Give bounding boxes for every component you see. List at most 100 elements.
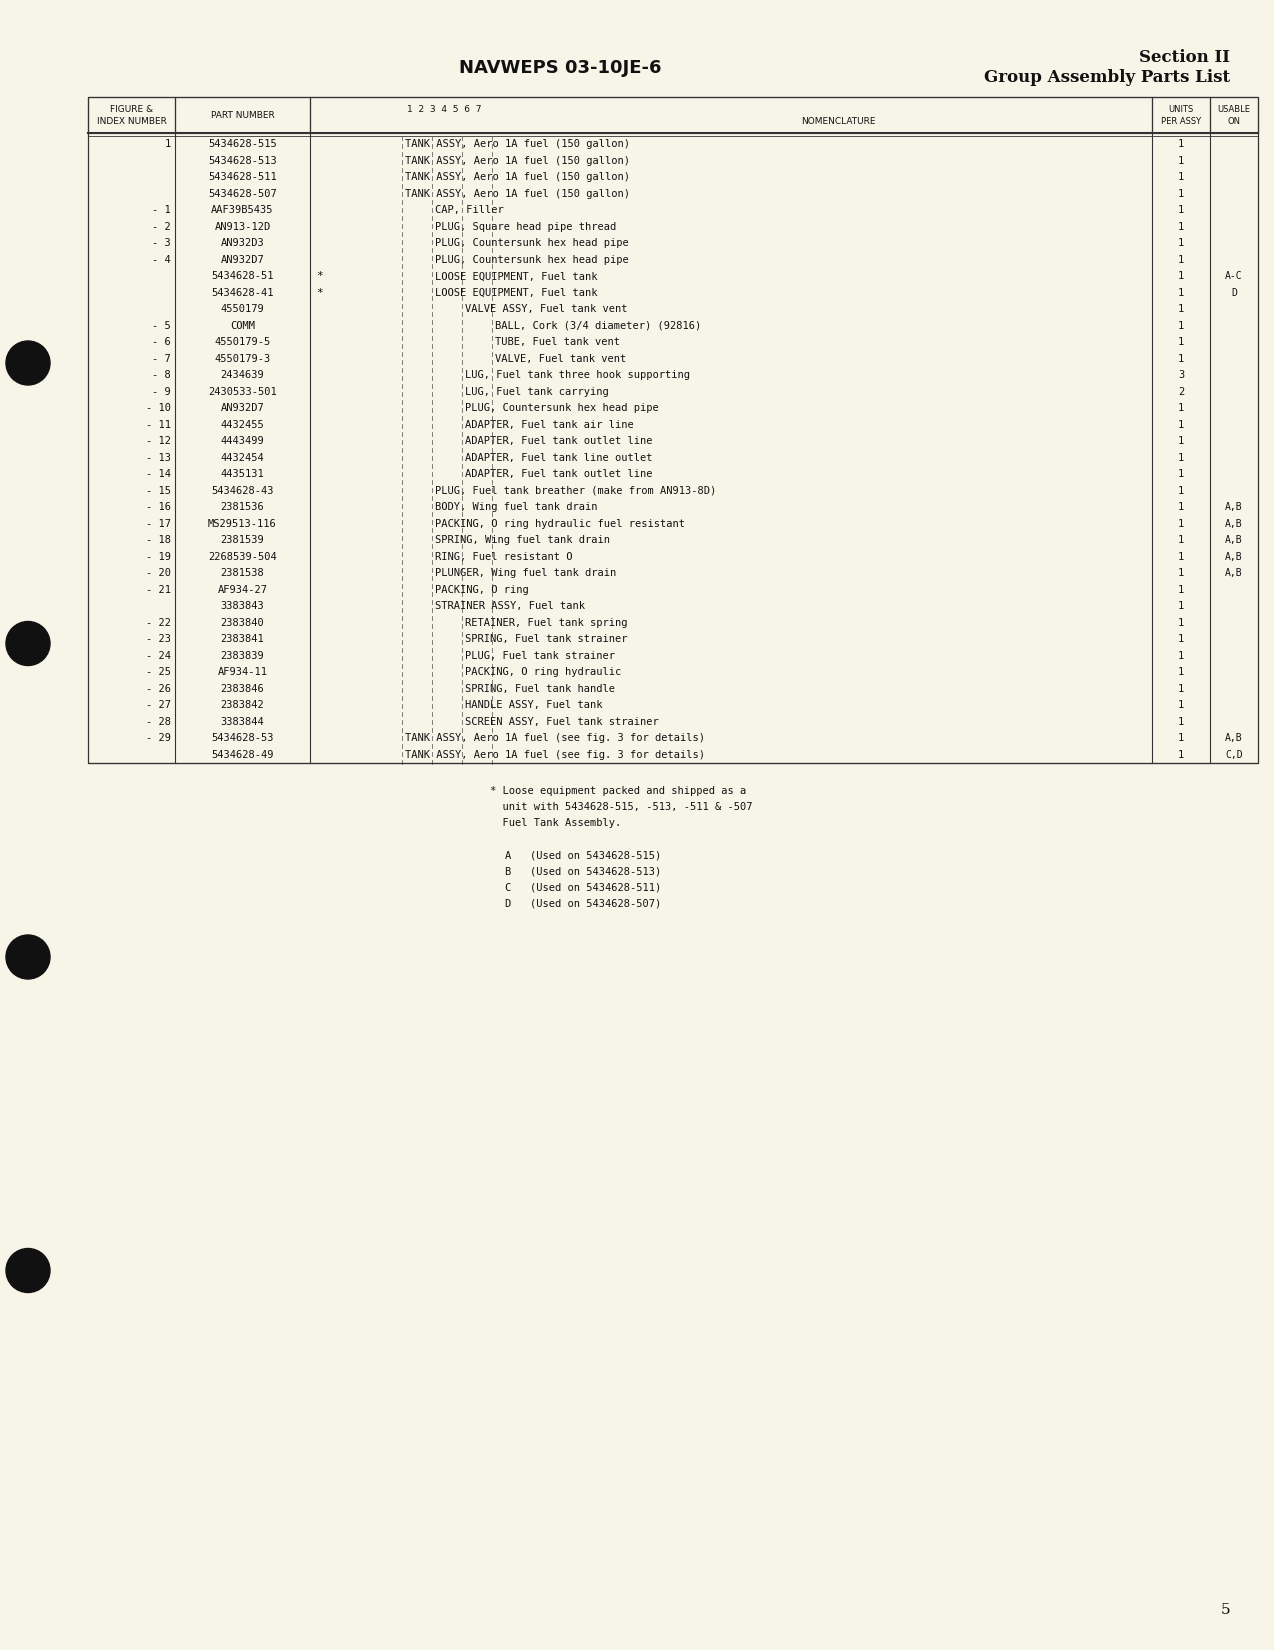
- Text: 1: 1: [1178, 353, 1184, 363]
- Text: Group Assembly Parts List: Group Assembly Parts List: [984, 69, 1229, 86]
- Text: 3383844: 3383844: [220, 716, 265, 726]
- Text: - 22: - 22: [147, 617, 171, 627]
- Text: 5434628-513: 5434628-513: [208, 155, 276, 165]
- Text: 4443499: 4443499: [220, 436, 265, 446]
- Text: PLUG, Fuel tank breather (make from AN913-8D): PLUG, Fuel tank breather (make from AN91…: [434, 485, 716, 495]
- Text: unit with 5434628-515, -513, -511 & -507: unit with 5434628-515, -513, -511 & -507: [490, 802, 753, 812]
- Text: VALVE, Fuel tank vent: VALVE, Fuel tank vent: [496, 353, 627, 363]
- Text: 5434628-53: 5434628-53: [211, 733, 274, 742]
- Text: INDEX NUMBER: INDEX NUMBER: [97, 117, 167, 125]
- Text: - 28: - 28: [147, 716, 171, 726]
- Text: TANK ASSY, Aero 1A fuel (150 gallon): TANK ASSY, Aero 1A fuel (150 gallon): [405, 155, 631, 165]
- Bar: [1210, 97, 1257, 134]
- Text: 5434628-507: 5434628-507: [208, 188, 276, 198]
- Text: 1: 1: [1178, 172, 1184, 182]
- Text: 5434628-515: 5434628-515: [208, 139, 276, 148]
- Text: 3383843: 3383843: [220, 601, 265, 610]
- Text: 4432454: 4432454: [220, 452, 265, 462]
- Text: - 3: - 3: [153, 238, 171, 248]
- Text: A,B: A,B: [1226, 518, 1243, 528]
- Text: - 26: - 26: [147, 683, 171, 693]
- Text: UNITS: UNITS: [1168, 106, 1194, 114]
- Text: A,B: A,B: [1226, 551, 1243, 561]
- Text: *: *: [316, 287, 322, 297]
- Text: SPRING, Fuel tank strainer: SPRING, Fuel tank strainer: [465, 634, 628, 644]
- Text: 1: 1: [1178, 403, 1184, 412]
- Text: - 23: - 23: [147, 634, 171, 644]
- Text: - 4: - 4: [153, 254, 171, 264]
- Text: 3: 3: [1178, 370, 1184, 380]
- Text: LUG, Fuel tank three hook supporting: LUG, Fuel tank three hook supporting: [465, 370, 691, 380]
- Text: D   (Used on 5434628-507): D (Used on 5434628-507): [505, 898, 661, 908]
- Text: USABLE: USABLE: [1218, 106, 1251, 114]
- Text: BALL, Cork (3/4 diameter) (92816): BALL, Cork (3/4 diameter) (92816): [496, 320, 701, 330]
- Text: MS29513-116: MS29513-116: [208, 518, 276, 528]
- Text: 1: 1: [1178, 221, 1184, 231]
- Text: 2381538: 2381538: [220, 568, 265, 577]
- Text: COMM: COMM: [231, 320, 255, 330]
- Text: AAF39B5435: AAF39B5435: [211, 205, 274, 214]
- Bar: [175, 97, 310, 134]
- Text: Section II: Section II: [1139, 50, 1229, 66]
- Text: AF934-11: AF934-11: [218, 667, 268, 676]
- Text: 4550179: 4550179: [220, 304, 265, 314]
- Text: Fuel Tank Assembly.: Fuel Tank Assembly.: [490, 818, 622, 828]
- Text: CAP, Filler: CAP, Filler: [434, 205, 503, 214]
- Text: A,B: A,B: [1226, 535, 1243, 544]
- Text: - 14: - 14: [147, 469, 171, 478]
- Text: 1: 1: [1178, 254, 1184, 264]
- Text: D: D: [1231, 287, 1237, 297]
- Text: SPRING, Wing fuel tank drain: SPRING, Wing fuel tank drain: [434, 535, 610, 544]
- Text: 1: 1: [164, 139, 171, 148]
- Text: - 12: - 12: [147, 436, 171, 446]
- Text: A,B: A,B: [1226, 733, 1243, 742]
- Text: 4435131: 4435131: [220, 469, 265, 478]
- Text: ADAPTER, Fuel tank outlet line: ADAPTER, Fuel tank outlet line: [465, 469, 652, 478]
- Text: - 25: - 25: [147, 667, 171, 676]
- Text: A-C: A-C: [1226, 271, 1243, 281]
- Text: 1: 1: [1178, 551, 1184, 561]
- Text: 1: 1: [1178, 155, 1184, 165]
- Text: 2434639: 2434639: [220, 370, 265, 380]
- Text: AN932D7: AN932D7: [220, 254, 265, 264]
- Text: HANDLE ASSY, Fuel tank: HANDLE ASSY, Fuel tank: [465, 700, 603, 710]
- Text: 1: 1: [1178, 188, 1184, 198]
- Text: 1: 1: [1178, 238, 1184, 248]
- Text: - 24: - 24: [147, 650, 171, 660]
- Text: 1: 1: [1178, 287, 1184, 297]
- Text: 1: 1: [1178, 716, 1184, 726]
- Text: 5434628-511: 5434628-511: [208, 172, 276, 182]
- Text: 1: 1: [1178, 568, 1184, 577]
- Text: 5434628-43: 5434628-43: [211, 485, 274, 495]
- Text: - 16: - 16: [147, 502, 171, 512]
- Text: - 27: - 27: [147, 700, 171, 710]
- Text: 2268539-504: 2268539-504: [208, 551, 276, 561]
- Text: 1: 1: [1178, 469, 1184, 478]
- Text: NAVWEPS 03-10JE-6: NAVWEPS 03-10JE-6: [459, 59, 661, 78]
- Text: 1: 1: [1178, 205, 1184, 214]
- Text: 1: 1: [1178, 683, 1184, 693]
- Text: ON: ON: [1228, 117, 1241, 125]
- Bar: [310, 97, 1152, 134]
- Text: 1: 1: [1178, 518, 1184, 528]
- Text: 5: 5: [1220, 1604, 1229, 1617]
- Text: STRAINER ASSY, Fuel tank: STRAINER ASSY, Fuel tank: [434, 601, 585, 610]
- Text: - 19: - 19: [147, 551, 171, 561]
- Text: TANK ASSY, Aero 1A fuel (see fig. 3 for details): TANK ASSY, Aero 1A fuel (see fig. 3 for …: [405, 733, 705, 742]
- Text: 2430533-501: 2430533-501: [208, 386, 276, 396]
- Text: B   (Used on 5434628-513): B (Used on 5434628-513): [505, 866, 661, 876]
- Text: PLUG, Fuel tank strainer: PLUG, Fuel tank strainer: [465, 650, 615, 660]
- Text: 1: 1: [1178, 452, 1184, 462]
- Text: - 9: - 9: [153, 386, 171, 396]
- Text: 1: 1: [1178, 485, 1184, 495]
- Text: VALVE ASSY, Fuel tank vent: VALVE ASSY, Fuel tank vent: [465, 304, 628, 314]
- Text: - 11: - 11: [147, 419, 171, 429]
- Text: 5434628-49: 5434628-49: [211, 749, 274, 759]
- Text: 4550179-5: 4550179-5: [214, 337, 270, 346]
- Text: - 29: - 29: [147, 733, 171, 742]
- Text: ADAPTER, Fuel tank line outlet: ADAPTER, Fuel tank line outlet: [465, 452, 652, 462]
- Text: PART NUMBER: PART NUMBER: [210, 111, 274, 119]
- Bar: [1152, 97, 1210, 134]
- Text: TANK ASSY, Aero 1A fuel (150 gallon): TANK ASSY, Aero 1A fuel (150 gallon): [405, 188, 631, 198]
- Text: 2383841: 2383841: [220, 634, 265, 644]
